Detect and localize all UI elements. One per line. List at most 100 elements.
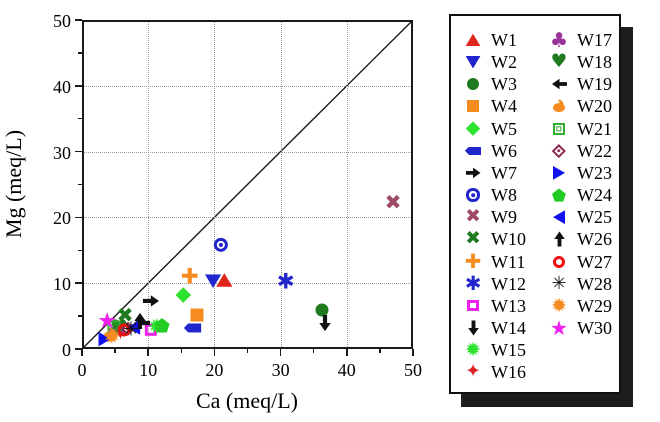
y-axis-title: Mg (meq/L) [1, 129, 26, 239]
x-minor-tick [114, 349, 116, 353]
x-minor-tick [312, 349, 315, 353]
legend-label: W1 [491, 30, 517, 50]
legend-label: W8 [491, 185, 517, 206]
x-tick-label: 20 [205, 360, 224, 380]
legend-label: W11 [491, 251, 526, 272]
triangle-up-marker-icon [465, 33, 481, 47]
legend-label: W24 [577, 185, 612, 206]
y-tick-label: 40 [53, 76, 71, 97]
legend-item-w17: ♣ W17 [549, 29, 612, 51]
x-tick-label: 0 [77, 360, 87, 380]
legend-item-w13: W13 [463, 295, 526, 317]
apple-marker-icon [103, 327, 117, 342]
data-point-w20 [103, 327, 117, 342]
gridline-vertical [148, 22, 150, 347]
legend-item-w11: ✚ W11 [463, 249, 526, 273]
y-minor-tick [78, 117, 82, 120]
legend-item-w26: W26 [549, 228, 612, 250]
x-minor-tick [180, 349, 183, 353]
asterisk-thin-marker-icon: ✳ [551, 272, 567, 294]
legend-label: W20 [577, 96, 612, 117]
open-square-marker-icon [467, 300, 479, 312]
triangle-right-marker-icon [98, 331, 111, 347]
y-tick-label: 20 [53, 208, 71, 229]
legend-label: W30 [577, 317, 612, 338]
arrow-down-marker-icon [466, 322, 481, 334]
data-point-w5 [175, 287, 192, 303]
data-point-w30: ★ [97, 310, 117, 332]
open-square-marker-icon [144, 323, 158, 337]
data-point-w8 [213, 237, 229, 253]
nested-square-marker-icon [553, 122, 565, 135]
x-major-tick [279, 349, 282, 356]
x-cross-marker-icon: ✖ [384, 189, 402, 214]
donut-marker-icon [213, 237, 229, 253]
legend-label: W10 [491, 229, 526, 250]
triangle-down-marker-icon [204, 274, 222, 289]
x-tick-label: 10 [139, 360, 158, 380]
legend-item-w14: W14 [463, 317, 526, 339]
legend-item-w16: ✦ W16 [463, 361, 526, 383]
star4-marker-icon: ✦ [465, 360, 481, 382]
legend-item-w2: W2 [463, 51, 517, 73]
plot-area [82, 20, 413, 349]
legend-label: W3 [491, 74, 517, 95]
legend-item-w9: ✖ W9 [463, 206, 517, 228]
triangle-left-marker-icon [127, 319, 141, 335]
x-tick-label: 30 [271, 360, 290, 380]
legend-item-w18: ♥ W18 [549, 51, 612, 73]
data-point-w29: ✹ [103, 326, 120, 348]
circle-marker-icon [467, 78, 479, 91]
legend-item-w23: W23 [549, 162, 612, 184]
y-tick-label: 10 [53, 274, 71, 295]
arrow-up-marker-icon [552, 233, 567, 245]
diamond-dot-marker-icon [552, 143, 566, 158]
sunburst-marker-icon: ✹ [550, 294, 568, 318]
data-point-w13 [144, 323, 158, 337]
gridline-vertical [214, 22, 216, 347]
pentagon-marker-icon [154, 318, 170, 333]
legend-item-w6: W6 [463, 140, 517, 162]
legend-label: W29 [577, 295, 612, 316]
arrow-down-marker-icon [317, 317, 333, 330]
star-marker-icon: ★ [549, 315, 569, 340]
donut-marker-icon [466, 188, 480, 202]
data-point-w25 [127, 319, 141, 335]
plus-marker-icon: ✚ [464, 249, 482, 273]
y-minor-tick [78, 315, 82, 317]
triangle-down-marker-icon [465, 55, 481, 69]
flat-left-marker-icon [183, 323, 202, 333]
asterisk-heavy-marker-icon: ✱ [276, 269, 295, 295]
diamond-marker-icon [465, 121, 481, 136]
legend-label: W14 [491, 317, 526, 338]
legend-label: W22 [577, 140, 612, 161]
x-cross-marker-icon: ✖ [465, 205, 481, 227]
data-point-w28: ✳ [123, 319, 139, 339]
y-tick-label: 30 [53, 142, 71, 163]
legend-item-w30: ★ W30 [549, 317, 612, 339]
y-minor-tick [78, 249, 82, 252]
y-minor-tick [78, 183, 82, 186]
legend-item-w12: ✱ W12 [463, 273, 526, 295]
legend-label: W23 [577, 162, 612, 183]
data-point-w24 [154, 318, 170, 333]
data-point-w12: ✱ [276, 269, 295, 295]
x-minor-tick [379, 349, 381, 353]
pentagon-marker-icon [552, 188, 566, 202]
legend-item-w4: W4 [463, 95, 517, 117]
open-circle-marker-icon [553, 255, 565, 268]
data-point-w2 [204, 274, 222, 289]
legend-label: W17 [577, 30, 612, 50]
x-axis-title: Ca (meq/L) [195, 388, 299, 413]
x-major-tick [147, 349, 149, 356]
legend-item-w3: W3 [463, 73, 517, 95]
triangle-right-marker-icon [553, 165, 565, 180]
x-major-tick [412, 349, 414, 356]
legend-box: W1 W2 W3 W4 W5 W6 W7 W8 ✖ W9 ✖ W10 ✚ W11 ✱ W12 W13 W14 ✹ W1… [449, 14, 621, 394]
gridline-vertical [346, 22, 348, 347]
y-major-tick [75, 348, 82, 350]
x-major-tick [213, 349, 216, 356]
heart-marker-icon: ♥ [550, 50, 568, 72]
triangle-left-marker-icon [553, 210, 565, 225]
data-point-w3 [315, 303, 329, 317]
